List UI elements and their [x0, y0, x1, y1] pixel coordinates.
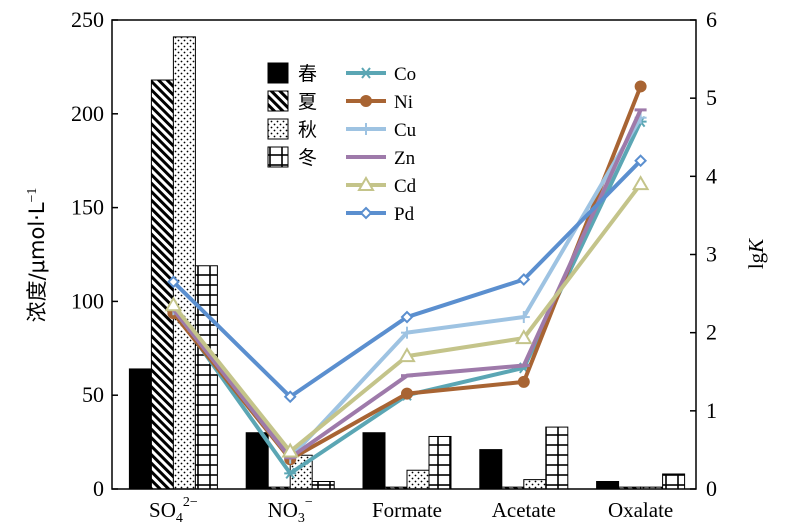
left-axis-title-sup: −1	[25, 188, 40, 203]
marker-Ni-4	[634, 80, 647, 93]
legend-label-冬: 冬	[298, 147, 317, 169]
bar-冬-3	[545, 426, 569, 490]
line-Co	[171, 120, 643, 476]
marker-Cd-4	[631, 175, 650, 191]
right-axis-title: lgK	[744, 238, 768, 269]
bar-春-4	[596, 480, 620, 490]
left-tick-label-1: 50	[82, 382, 104, 407]
bar-冬-2	[428, 435, 452, 490]
category-label-3: Acetate	[492, 498, 556, 522]
marker-Pd-0	[166, 275, 180, 289]
legend-label-秋: 秋	[298, 119, 317, 141]
marker-Ni-3	[517, 375, 530, 388]
category-label-1: NO3−	[268, 495, 313, 526]
marker-Cd-2	[398, 347, 416, 363]
left-axis-title-base: 浓度/μmol·L	[25, 202, 49, 322]
marker-Cu-3	[517, 311, 530, 324]
right-axis-title-prefix: lg	[744, 252, 768, 269]
marker-Cd-0	[164, 296, 183, 312]
marker-Pd-3	[517, 273, 531, 286]
marker-Cu-2	[401, 326, 413, 339]
marker-Pd-2	[400, 310, 414, 324]
lines-layer	[164, 80, 650, 479]
category-label-4: Oxalate	[608, 498, 673, 522]
legend-label-Cd: Cd	[394, 176, 417, 197]
marker-Co-1	[284, 467, 297, 479]
left-axis-title: 浓度/μmol·L−1	[25, 188, 49, 323]
marker-Pd-1	[283, 390, 297, 404]
bar-秋-3	[523, 479, 547, 490]
legend-swatch-冬	[267, 146, 289, 168]
marker-Cd-1	[281, 442, 299, 458]
marker-Cd-3	[515, 329, 533, 345]
category-labels: SO42− NO3− Formate Acetate Oxalate	[149, 495, 673, 526]
category-label-2: Formate	[372, 498, 442, 522]
bar-冬-4	[662, 473, 686, 490]
legend-label-Pd: Pd	[394, 204, 415, 225]
bar-秋-0	[172, 36, 196, 490]
left-tick-label-5: 250	[71, 7, 104, 32]
left-tick-label-0: 0	[93, 476, 104, 501]
bar-冬-0	[194, 265, 218, 490]
right-axis: 0 1 2 3 4 5 6	[690, 7, 717, 501]
legend-marker-Co	[360, 67, 372, 79]
right-tick-label-4: 4	[706, 163, 717, 188]
legend-label-Zn: Zn	[394, 148, 416, 169]
legend-swatch-夏	[267, 90, 289, 112]
legend-label-Cu: Cu	[394, 120, 417, 141]
bar-春-0	[128, 368, 152, 490]
legend-label-夏: 夏	[298, 91, 317, 113]
legend-label-Co: Co	[394, 64, 416, 85]
legend-marker-Cu	[360, 123, 372, 135]
right-tick-label-3: 3	[706, 242, 717, 267]
right-tick-label-1: 1	[706, 398, 717, 423]
legend-marker-Ni	[360, 95, 372, 107]
left-tick-label-2: 100	[71, 288, 104, 313]
right-tick-label-5: 5	[706, 85, 717, 110]
right-tick-label-6: 6	[706, 7, 717, 32]
legend-marker-Pd	[359, 206, 373, 220]
left-tick-label-4: 200	[71, 101, 104, 126]
category-label-0: SO42−	[149, 495, 198, 526]
bar-春-2	[362, 432, 386, 490]
right-tick-label-2: 2	[706, 320, 717, 345]
legend-label-春: 春	[298, 63, 317, 85]
legend-swatch-秋	[267, 118, 289, 140]
legend-swatch-春	[267, 62, 289, 84]
marker-Ni-2	[401, 387, 413, 400]
right-axis-title-italic: K	[744, 238, 768, 254]
left-tick-label-3: 150	[71, 195, 104, 220]
bar-冬-1	[311, 480, 335, 490]
right-tick-label-0: 0	[706, 476, 717, 501]
bar-春-3	[479, 449, 503, 490]
legend-label-Ni: Ni	[394, 92, 413, 113]
left-axis: 0 50 100 150 200 250	[71, 7, 118, 501]
legend-marker-Cd	[357, 176, 375, 191]
bar-秋-2	[406, 469, 430, 490]
marker-Pd-4	[634, 154, 648, 168]
